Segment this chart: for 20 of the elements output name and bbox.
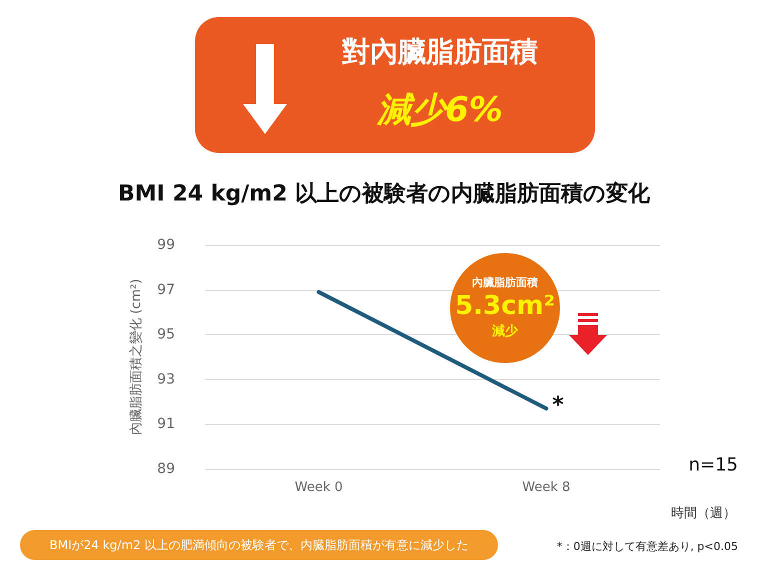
x-axis-title: 時間（週） bbox=[671, 506, 736, 521]
x-tick-label: Week 8 bbox=[522, 480, 570, 495]
y-axis-title: 內臟脂肪面積之變化 (cm²) bbox=[129, 278, 144, 436]
y-tick-label: 89 bbox=[157, 461, 175, 477]
y-tick-label: 93 bbox=[157, 371, 175, 388]
y-tick-label: 95 bbox=[157, 326, 175, 343]
banner: 對內臟脂肪面積 減少6% bbox=[195, 17, 595, 153]
note-pill: BMIが24 kg/m2 以上の肥満傾向の被験者で、内臓脂肪面積が有意に減少した bbox=[20, 530, 498, 560]
annotation: * bbox=[552, 393, 564, 418]
annotation: 減少 bbox=[491, 323, 520, 340]
chart-title: BMI 24 kg/m2 以上の被験者の内臓脂肪面積の変化 bbox=[118, 180, 652, 206]
text: *：0週に対して有意差あり, p<0.05 bbox=[556, 540, 738, 553]
badge-circle: 內臟脂肪面積 5.3cm² 減少 bbox=[450, 253, 560, 363]
y-tick-label: 91 bbox=[157, 416, 175, 432]
x-tick-label: Week 0 bbox=[294, 480, 343, 495]
annotation: 內臟脂肪面積 bbox=[471, 275, 539, 290]
y-tick-label: 97 bbox=[157, 282, 175, 298]
annotation: 5.3cm² bbox=[454, 290, 556, 322]
text: n=15 bbox=[688, 454, 738, 476]
y-tick-label: 99 bbox=[157, 237, 175, 253]
